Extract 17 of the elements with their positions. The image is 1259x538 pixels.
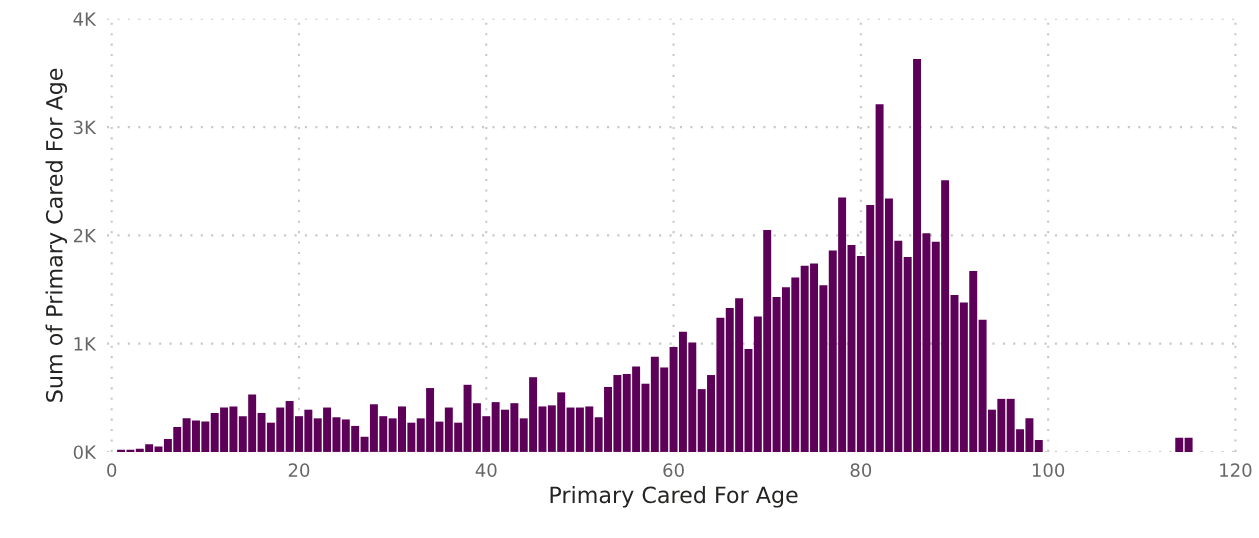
y-tick-label: 3K xyxy=(73,120,97,135)
x-tick-label: 100 xyxy=(1032,463,1065,478)
x-tick-label: 0 xyxy=(107,463,117,478)
x-tick-label: 120 xyxy=(1220,463,1252,478)
x-tick-label: 80 xyxy=(850,463,872,478)
y-axis-title: Sum of Primary Cared For Age xyxy=(45,68,68,402)
x-tick-label: 60 xyxy=(663,463,684,478)
y-tick-label: 2K xyxy=(73,228,97,243)
bar xyxy=(1034,440,1043,452)
bar xyxy=(1184,437,1193,452)
x-tick-label: 40 xyxy=(475,463,497,478)
y-tick-label: 4K xyxy=(73,12,97,26)
y-tick-label: 1K xyxy=(74,337,97,351)
x-axis-title: Primary Cared For Age xyxy=(550,486,798,508)
y-tick-label: 0K xyxy=(73,445,97,460)
bar xyxy=(1175,437,1184,452)
x-tick-label: 20 xyxy=(288,463,310,478)
